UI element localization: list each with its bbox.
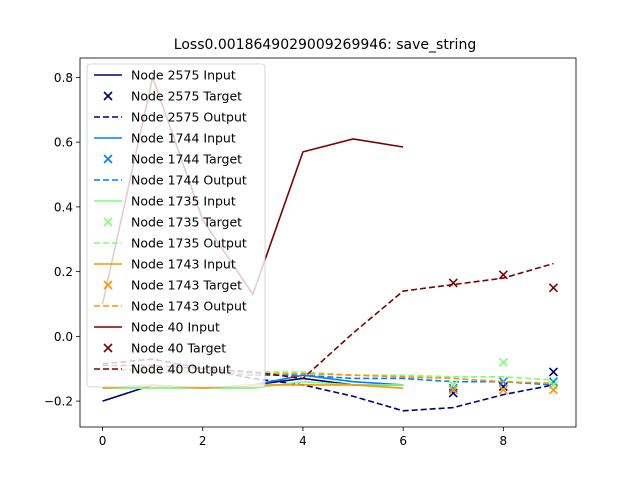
y-tick-label: 0.6 — [54, 136, 73, 150]
target-point-1-2 — [548, 377, 559, 387]
legend-label: Node 1743 Target — [131, 278, 242, 293]
y-tick-label: 0.8 — [54, 71, 73, 85]
legend: Node 2575 Input Node 2575 Target Node 2575… — [86, 63, 266, 388]
y-tick-label: 0.2 — [54, 265, 73, 279]
x-tick-label: 4 — [299, 434, 307, 448]
x-tick-label: 0 — [99, 434, 107, 448]
target-point-0-2 — [548, 367, 559, 377]
legend-label: Node 1744 Output — [131, 173, 247, 188]
legend-label: Node 1735 Output — [131, 236, 247, 251]
legend-label: Node 2575 Target — [131, 89, 242, 104]
legend-label: Node 40 Target — [131, 341, 226, 356]
target-point-3-2 — [548, 385, 559, 395]
legend-label: Node 1735 Input — [131, 194, 236, 209]
y-tick-label: 0.0 — [54, 330, 73, 344]
legend-swatch-target — [103, 280, 113, 290]
y-tick-label: 0.4 — [54, 200, 73, 214]
legend-label: Node 1744 Input — [131, 131, 236, 146]
chart-title: Loss0.0018649029009269946: save_string — [174, 37, 476, 53]
legend-label: Node 40 Output — [131, 362, 231, 377]
legend-swatch-target — [103, 154, 113, 164]
legend-swatch-target — [103, 343, 113, 353]
legend-label: Node 1743 Output — [131, 299, 247, 314]
x-tick-label: 8 — [500, 434, 508, 448]
legend-label: Node 2575 Input — [131, 68, 236, 83]
axes-frame — [79, 57, 577, 428]
legend-label: Node 1743 Input — [131, 257, 236, 272]
legend-label: Node 1735 Target — [131, 215, 242, 230]
legend-box — [86, 63, 266, 388]
legend-label: Node 2575 Output — [131, 110, 247, 125]
legend-label: Node 40 Input — [131, 320, 220, 335]
y-axis: −0.2 0.0 0.2 0.4 0.6 0.8 — [44, 71, 80, 409]
x-tick-label: 2 — [199, 434, 207, 448]
target-point-3-1 — [498, 385, 508, 395]
legend-swatch-target — [103, 217, 113, 227]
target-point-1-0 — [448, 383, 458, 393]
target-point-4-2 — [548, 283, 559, 293]
target-point-2-1 — [498, 357, 508, 367]
y-tick-label: −0.2 — [44, 395, 73, 409]
x-tick-label: 6 — [399, 434, 407, 448]
legend-label: Node 1744 Target — [131, 152, 242, 167]
x-axis: 0 2 4 6 8 — [99, 427, 507, 448]
target-point-3-0 — [448, 385, 458, 395]
legend-swatch-target — [103, 91, 113, 101]
